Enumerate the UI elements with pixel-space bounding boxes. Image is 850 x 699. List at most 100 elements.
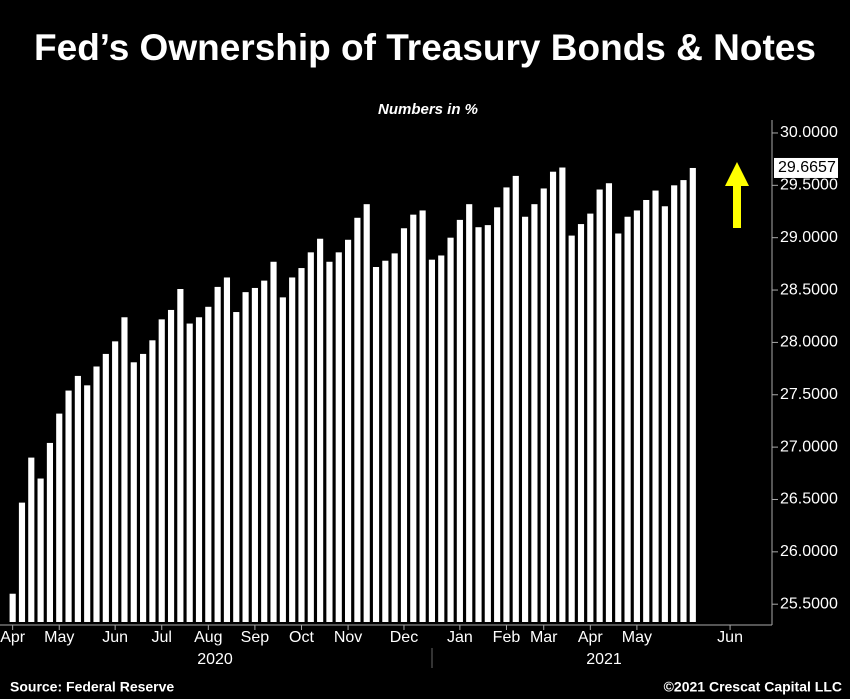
- x-tick-label: Apr: [0, 629, 26, 646]
- bar: [661, 206, 668, 622]
- bar: [568, 235, 575, 623]
- bar: [223, 277, 231, 622]
- x-tick-label: Dec: [390, 629, 418, 646]
- chart-title: Fed’s Ownership of Treasury Bonds & Note…: [34, 27, 816, 68]
- chart-subtitle: Numbers in %: [378, 101, 478, 118]
- bar: [624, 216, 631, 622]
- bar: [102, 353, 109, 622]
- x-tick-label: Nov: [334, 629, 362, 646]
- bar: [391, 253, 398, 622]
- up-arrow: [725, 162, 749, 228]
- bar: [242, 292, 249, 622]
- bar: [84, 385, 91, 622]
- y-tick-label: 26.0000: [780, 543, 838, 560]
- y-tick-label: 26.5000: [780, 491, 838, 508]
- bar: [298, 268, 305, 622]
- bar: [438, 255, 445, 622]
- bar: [195, 317, 203, 622]
- y-tick-label: 27.0000: [780, 438, 838, 455]
- bar: [158, 319, 165, 622]
- last-value-label: 29.6657: [778, 159, 836, 176]
- copyright: ©2021 Crescat Capital LLC: [664, 679, 842, 695]
- year-label: 2020: [197, 651, 233, 668]
- y-tick-label: 29.5000: [780, 177, 838, 194]
- y-tick-label: 30.0000: [780, 124, 838, 141]
- bar: [205, 306, 212, 622]
- bar: [503, 187, 510, 622]
- bar: [512, 175, 519, 622]
- x-tick-label: May: [44, 629, 74, 646]
- bar: [167, 309, 175, 622]
- bar: [400, 228, 408, 622]
- bar: [633, 210, 640, 622]
- bar: [65, 390, 72, 622]
- source: Source: Federal Reserve: [10, 679, 174, 695]
- bar: [354, 217, 361, 622]
- bar: [9, 593, 16, 622]
- bar: [233, 312, 240, 622]
- bar: [149, 340, 156, 622]
- bar: [140, 353, 147, 622]
- bar: [559, 167, 566, 622]
- bar: [261, 280, 268, 622]
- x-tick-label: Aug: [194, 629, 222, 646]
- y-tick-label: 28.5000: [780, 281, 838, 298]
- x-tick-label: Apr: [578, 629, 604, 646]
- bar: [37, 478, 44, 622]
- y-tick-label: 25.5000: [780, 595, 838, 612]
- bar: [671, 185, 678, 622]
- y-tick-label: 28.0000: [780, 334, 838, 351]
- bar: [335, 252, 342, 622]
- bar: [605, 183, 613, 622]
- x-tick-label: Jun: [102, 629, 128, 646]
- bar: [186, 323, 193, 622]
- bar: [326, 261, 333, 622]
- bar: [317, 238, 324, 623]
- bar: [410, 214, 417, 622]
- bar: [28, 457, 35, 622]
- last-value-box: [774, 157, 838, 178]
- bar: [466, 204, 473, 622]
- bar: [549, 171, 557, 622]
- bar: [372, 267, 380, 622]
- y-tick-label: 27.5000: [780, 386, 838, 403]
- bar: [652, 190, 659, 623]
- x-tick-label: Feb: [493, 629, 521, 646]
- bar: [18, 502, 26, 622]
- bar: [494, 207, 501, 622]
- x-tick-label: Sep: [241, 629, 270, 646]
- bar: [596, 189, 603, 623]
- bar: [121, 317, 128, 622]
- bar: [447, 237, 454, 623]
- bar: [251, 287, 258, 622]
- bar: [112, 341, 119, 622]
- bar: [484, 225, 491, 622]
- bar: [456, 219, 463, 622]
- bar: [363, 204, 370, 622]
- bar: [270, 261, 277, 622]
- bar: [56, 413, 63, 622]
- bar: [615, 233, 622, 623]
- bar: [382, 260, 389, 622]
- bar: [531, 204, 538, 622]
- bar: [344, 239, 352, 623]
- bar: [279, 297, 286, 622]
- bar: [540, 188, 547, 623]
- bar: [177, 288, 184, 622]
- x-tick-label: May: [622, 629, 652, 646]
- bar: [428, 259, 436, 622]
- bar: [587, 213, 594, 622]
- y-tick-label: 29.0000: [780, 229, 838, 246]
- x-tick-label: Mar: [530, 629, 558, 646]
- bar: [130, 362, 137, 622]
- bar: [289, 277, 296, 622]
- x-tick-label: Oct: [289, 629, 314, 646]
- bar: [93, 366, 100, 622]
- bar: [689, 167, 696, 623]
- bar: [307, 252, 314, 622]
- bar: [680, 180, 687, 622]
- bar: [475, 227, 482, 622]
- x-tick-label: Jan: [447, 629, 473, 646]
- year-label: 2021: [586, 651, 622, 668]
